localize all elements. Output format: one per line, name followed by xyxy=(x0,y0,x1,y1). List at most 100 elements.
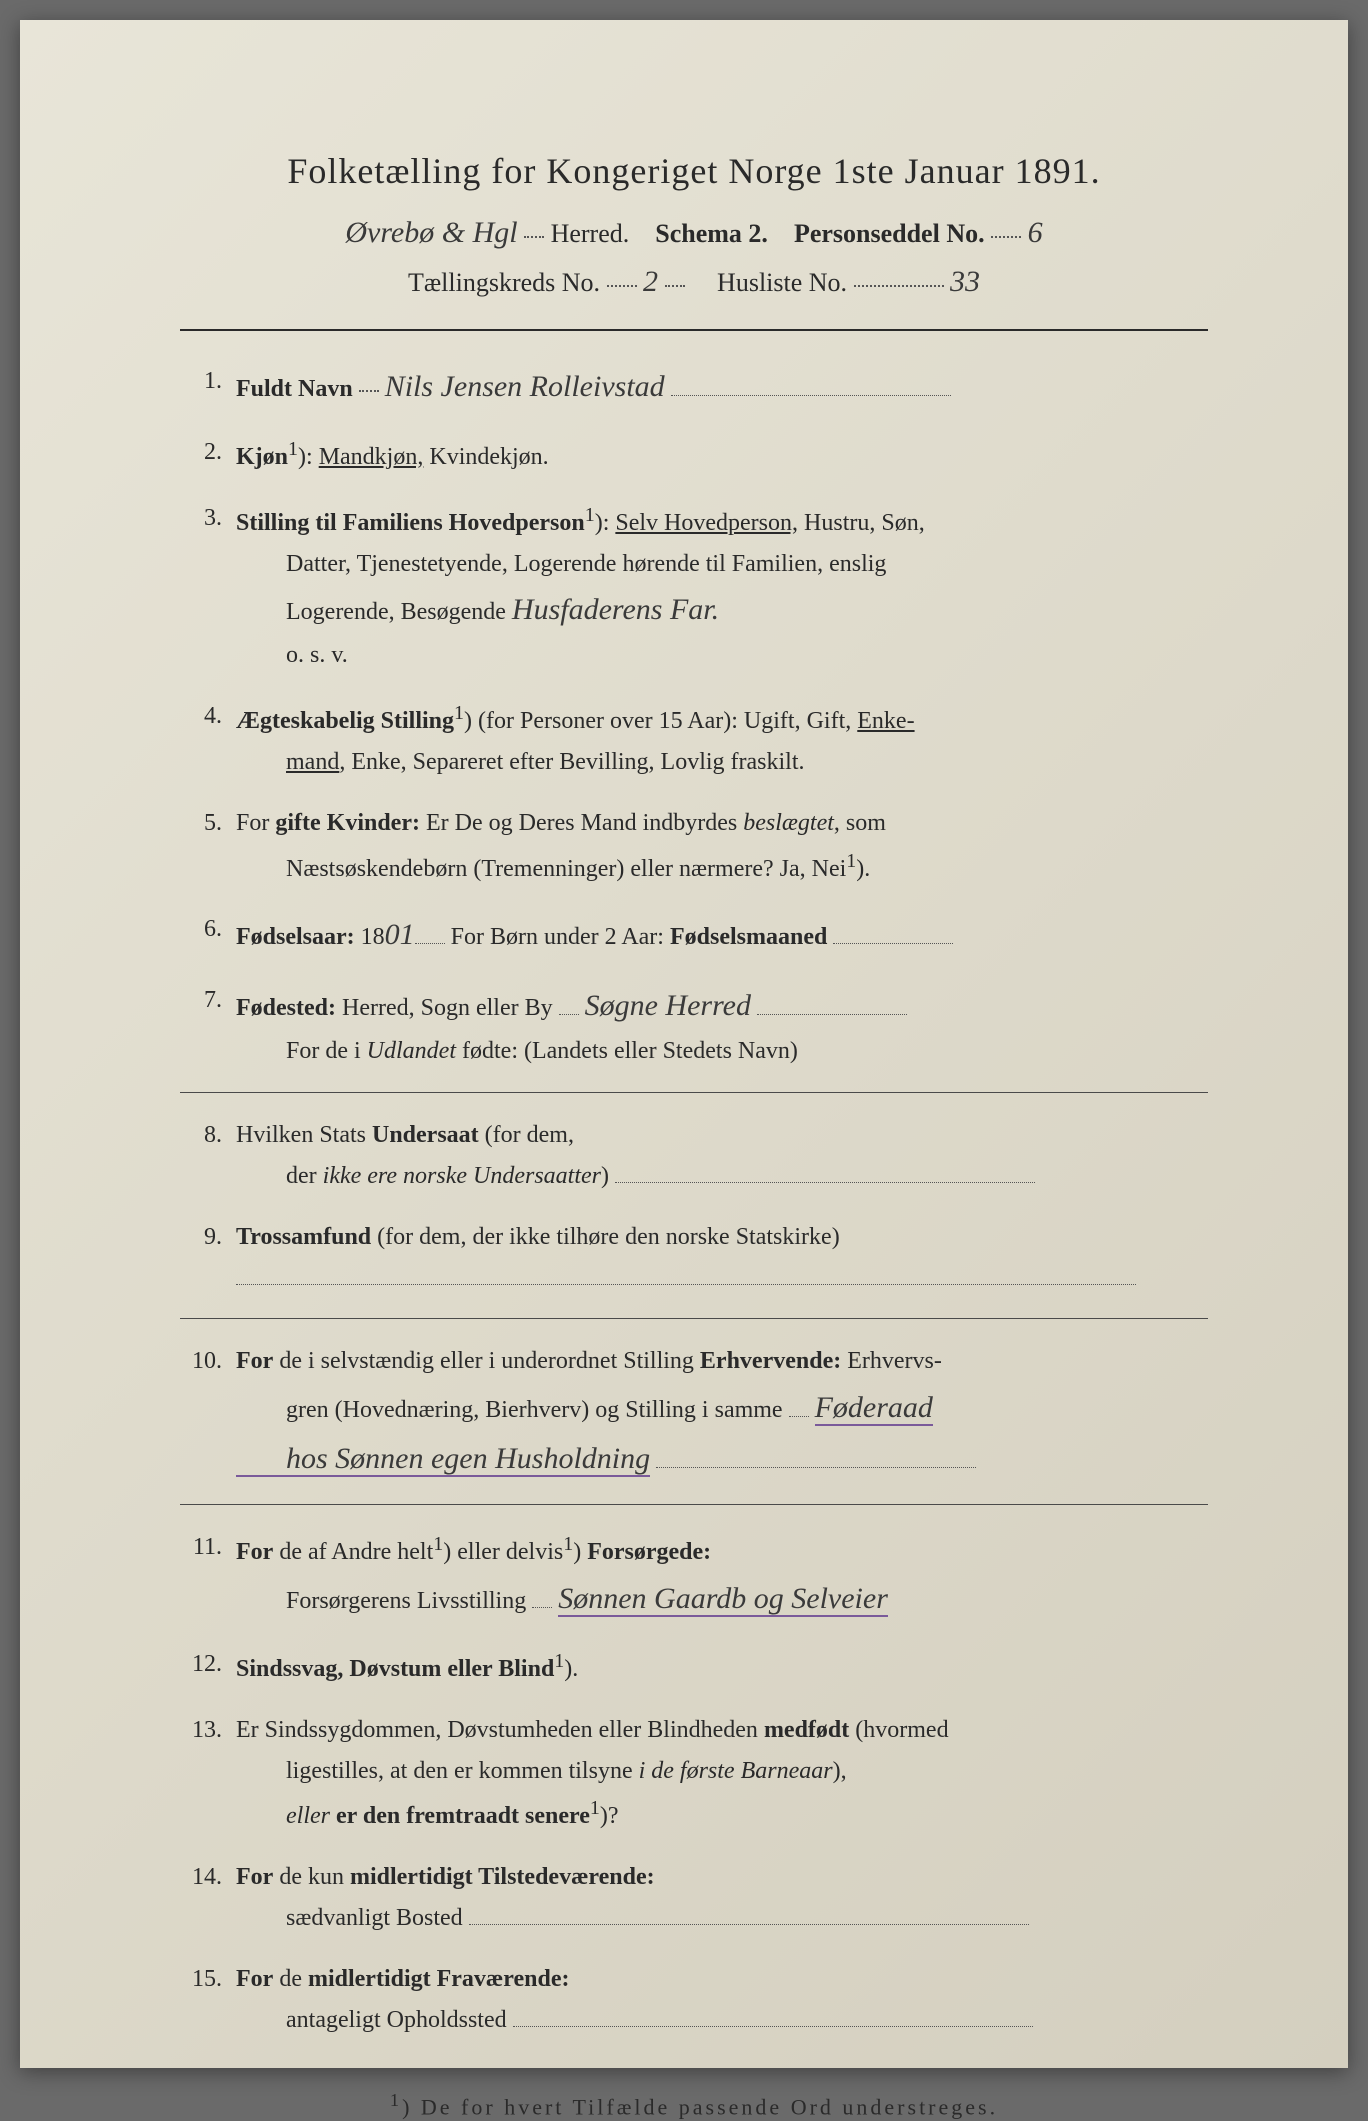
header-row-2: Tællingskreds No. 2 Husliste No. 33 xyxy=(180,265,1208,299)
q3-sup: 1 xyxy=(585,504,595,526)
q5-gifte: gifte Kvinder: xyxy=(275,810,420,836)
q15-line2: antageligt Opholdssted xyxy=(236,2007,507,2033)
divider-mid1 xyxy=(180,1092,1208,1093)
husliste-label: Husliste No. xyxy=(717,268,847,297)
q6-num: 6. xyxy=(180,909,236,960)
q9-text: (for dem, der ikke tilhøre den norske St… xyxy=(377,1224,840,1250)
q2-num: 2. xyxy=(180,432,236,478)
q12-num: 12. xyxy=(180,1644,236,1690)
q4-line2b: , Enke, Separeret efter Bevilling, Lovli… xyxy=(339,749,804,775)
q6-month: Fødselsmaaned xyxy=(670,924,827,950)
divider-mid3 xyxy=(180,1504,1208,1505)
question-12: 12. Sindssvag, Døvstum eller Blind1). xyxy=(180,1644,1208,1690)
question-3: 3. Stilling til Familiens Hovedperson1):… xyxy=(180,498,1208,676)
q6-year: 01 xyxy=(385,918,415,951)
q7-hw: Søgne Herred xyxy=(585,989,751,1022)
q4-sup: 1 xyxy=(454,702,464,724)
question-6: 6. Fødselsaar: 1801 For Børn under 2 Aar… xyxy=(180,909,1208,960)
question-13: 13. Er Sindssygdommen, Døvstumheden elle… xyxy=(180,1710,1208,1837)
q15-midl: midlertidigt Fraværende: xyxy=(308,1966,570,1992)
question-8: 8. Hvilken Stats Undersaat (for dem, der… xyxy=(180,1115,1208,1197)
q14-for: For xyxy=(236,1864,273,1890)
q7-line2b: fødte: (Landets eller Stedets Navn) xyxy=(456,1038,798,1064)
q3-line3a: Logerende, Besøgende xyxy=(236,599,512,625)
kreds-label: Tællingskreds No. xyxy=(408,268,600,297)
q11-for: For xyxy=(236,1539,273,1565)
q11-line2: Forsørgerens Livsstilling xyxy=(236,1588,526,1614)
q9-num: 9. xyxy=(180,1217,236,1299)
q3-line2: Datter, Tjenestetyende, Logerende hørend… xyxy=(236,551,886,577)
q10-line1: de i selvstændig eller i underordnet Sti… xyxy=(279,1348,700,1374)
q8-num: 8. xyxy=(180,1115,236,1197)
q13-line3b: er den fremtraadt senere xyxy=(330,1803,590,1829)
q11-line1a: de af Andre helt xyxy=(279,1539,433,1565)
question-15: 15. For de midlertidigt Fraværende: anta… xyxy=(180,1959,1208,2041)
q10-hw2: hos Sønnen egen Husholdning xyxy=(236,1442,650,1477)
q7-line2a: For de i xyxy=(286,1038,367,1064)
footnote-text: ) De for hvert Tilfælde passende Ord und… xyxy=(402,2095,998,2120)
q5-line1b: Er De og Deres Mand indbyrdes xyxy=(426,810,743,836)
q4-enke: Enke- xyxy=(857,708,914,734)
q3-label: Stilling til Familiens Hovedperson xyxy=(236,510,585,536)
q14-midl: midlertidigt Tilstedeværende: xyxy=(350,1864,655,1890)
q13-line1a: Er Sindssygdommen, Døvstumheden eller Bl… xyxy=(236,1717,764,1743)
q7-label: Fødested: xyxy=(236,995,336,1021)
q11-line1b: ) eller delvis xyxy=(443,1539,563,1565)
q14-num: 14. xyxy=(180,1857,236,1939)
q11-sup1: 1 xyxy=(433,1533,443,1555)
q10-for: For xyxy=(236,1348,273,1374)
q14-line1: de kun xyxy=(279,1864,350,1890)
q3-line1b: Hustru, Søn, xyxy=(804,510,925,536)
q8-under: Undersaat xyxy=(372,1122,479,1148)
q8-line2a: der xyxy=(286,1163,323,1189)
q5-sup: 1 xyxy=(846,850,856,872)
q10-line2: gren (Hovednæring, Bierhverv) og Stillin… xyxy=(236,1397,783,1423)
q11-line1c: ) xyxy=(573,1539,587,1565)
question-10: 10. For de i selvstændig eller i underor… xyxy=(180,1341,1208,1484)
q12-end: ). xyxy=(564,1656,578,1682)
q9-label: Trossamfund xyxy=(236,1224,371,1250)
q13-end: )? xyxy=(600,1803,619,1829)
q12-label: Sindssvag, Døvstum eller Blind xyxy=(236,1656,554,1682)
q2-label: Kjøn xyxy=(236,444,288,470)
q11-sup2: 1 xyxy=(563,1533,573,1555)
q7-text: Herred, Sogn eller By xyxy=(342,995,553,1021)
q6-label: Fødselsaar: xyxy=(236,924,355,950)
q14-line2: sædvanligt Bosted xyxy=(236,1905,463,1931)
q4-paren: ) (for Personer over 15 Aar): Ugift, Gif… xyxy=(464,708,857,734)
personseddel-no: 6 xyxy=(1028,216,1043,249)
q8-line1: Hvilken Stats xyxy=(236,1122,372,1148)
q1-num: 1. xyxy=(180,361,236,412)
q13-sup: 1 xyxy=(590,1797,600,1819)
question-4: 4. Ægteskabelig Stilling1) (for Personer… xyxy=(180,696,1208,783)
q3-hw: Husfaderens Far. xyxy=(512,593,719,626)
kreds-no: 2 xyxy=(643,265,658,298)
q2-opt2: Kvindekjøn. xyxy=(429,444,548,470)
page-title: Folketælling for Kongeriget Norge 1ste J… xyxy=(180,150,1208,192)
divider-top xyxy=(180,329,1208,331)
q13-line2b: ), xyxy=(833,1758,847,1784)
q15-for: For xyxy=(236,1966,273,1992)
question-1: 1. Fuldt Navn Nils Jensen Rolleivstad xyxy=(180,361,1208,412)
q12-sup: 1 xyxy=(554,1650,564,1672)
divider-mid2 xyxy=(180,1318,1208,1319)
q15-num: 15. xyxy=(180,1959,236,2041)
q13-line1b: (hvormed xyxy=(855,1717,948,1743)
q8-line2b: ) xyxy=(601,1163,609,1189)
q5-num: 5. xyxy=(180,803,236,890)
question-2: 2. Kjøn1): Mandkjøn, Kvindekjøn. xyxy=(180,432,1208,478)
q8-ikke: ikke ere norske Undersaatter xyxy=(323,1163,601,1189)
q13-forste: i de første Barneaar xyxy=(639,1758,833,1784)
q15-line1: de xyxy=(279,1966,308,1992)
schema-label: Schema 2. xyxy=(655,219,768,248)
q8-paren: (for dem, xyxy=(485,1122,574,1148)
q1-value: Nils Jensen Rolleivstad xyxy=(385,370,665,403)
herred-handwritten: Øvrebø & Hgl xyxy=(345,216,517,249)
q5-besl: beslægtet xyxy=(743,810,834,836)
q3-opt-selv: Selv Hovedperson, xyxy=(615,510,798,536)
question-11: 11. For de af Andre helt1) eller delvis1… xyxy=(180,1527,1208,1624)
husliste-no: 33 xyxy=(950,265,980,298)
q13-eller: eller xyxy=(286,1803,330,1829)
q7-udl: Udlandet xyxy=(367,1038,456,1064)
q5-line2: Næstsøskendebørn (Tremenninger) eller næ… xyxy=(236,856,846,882)
